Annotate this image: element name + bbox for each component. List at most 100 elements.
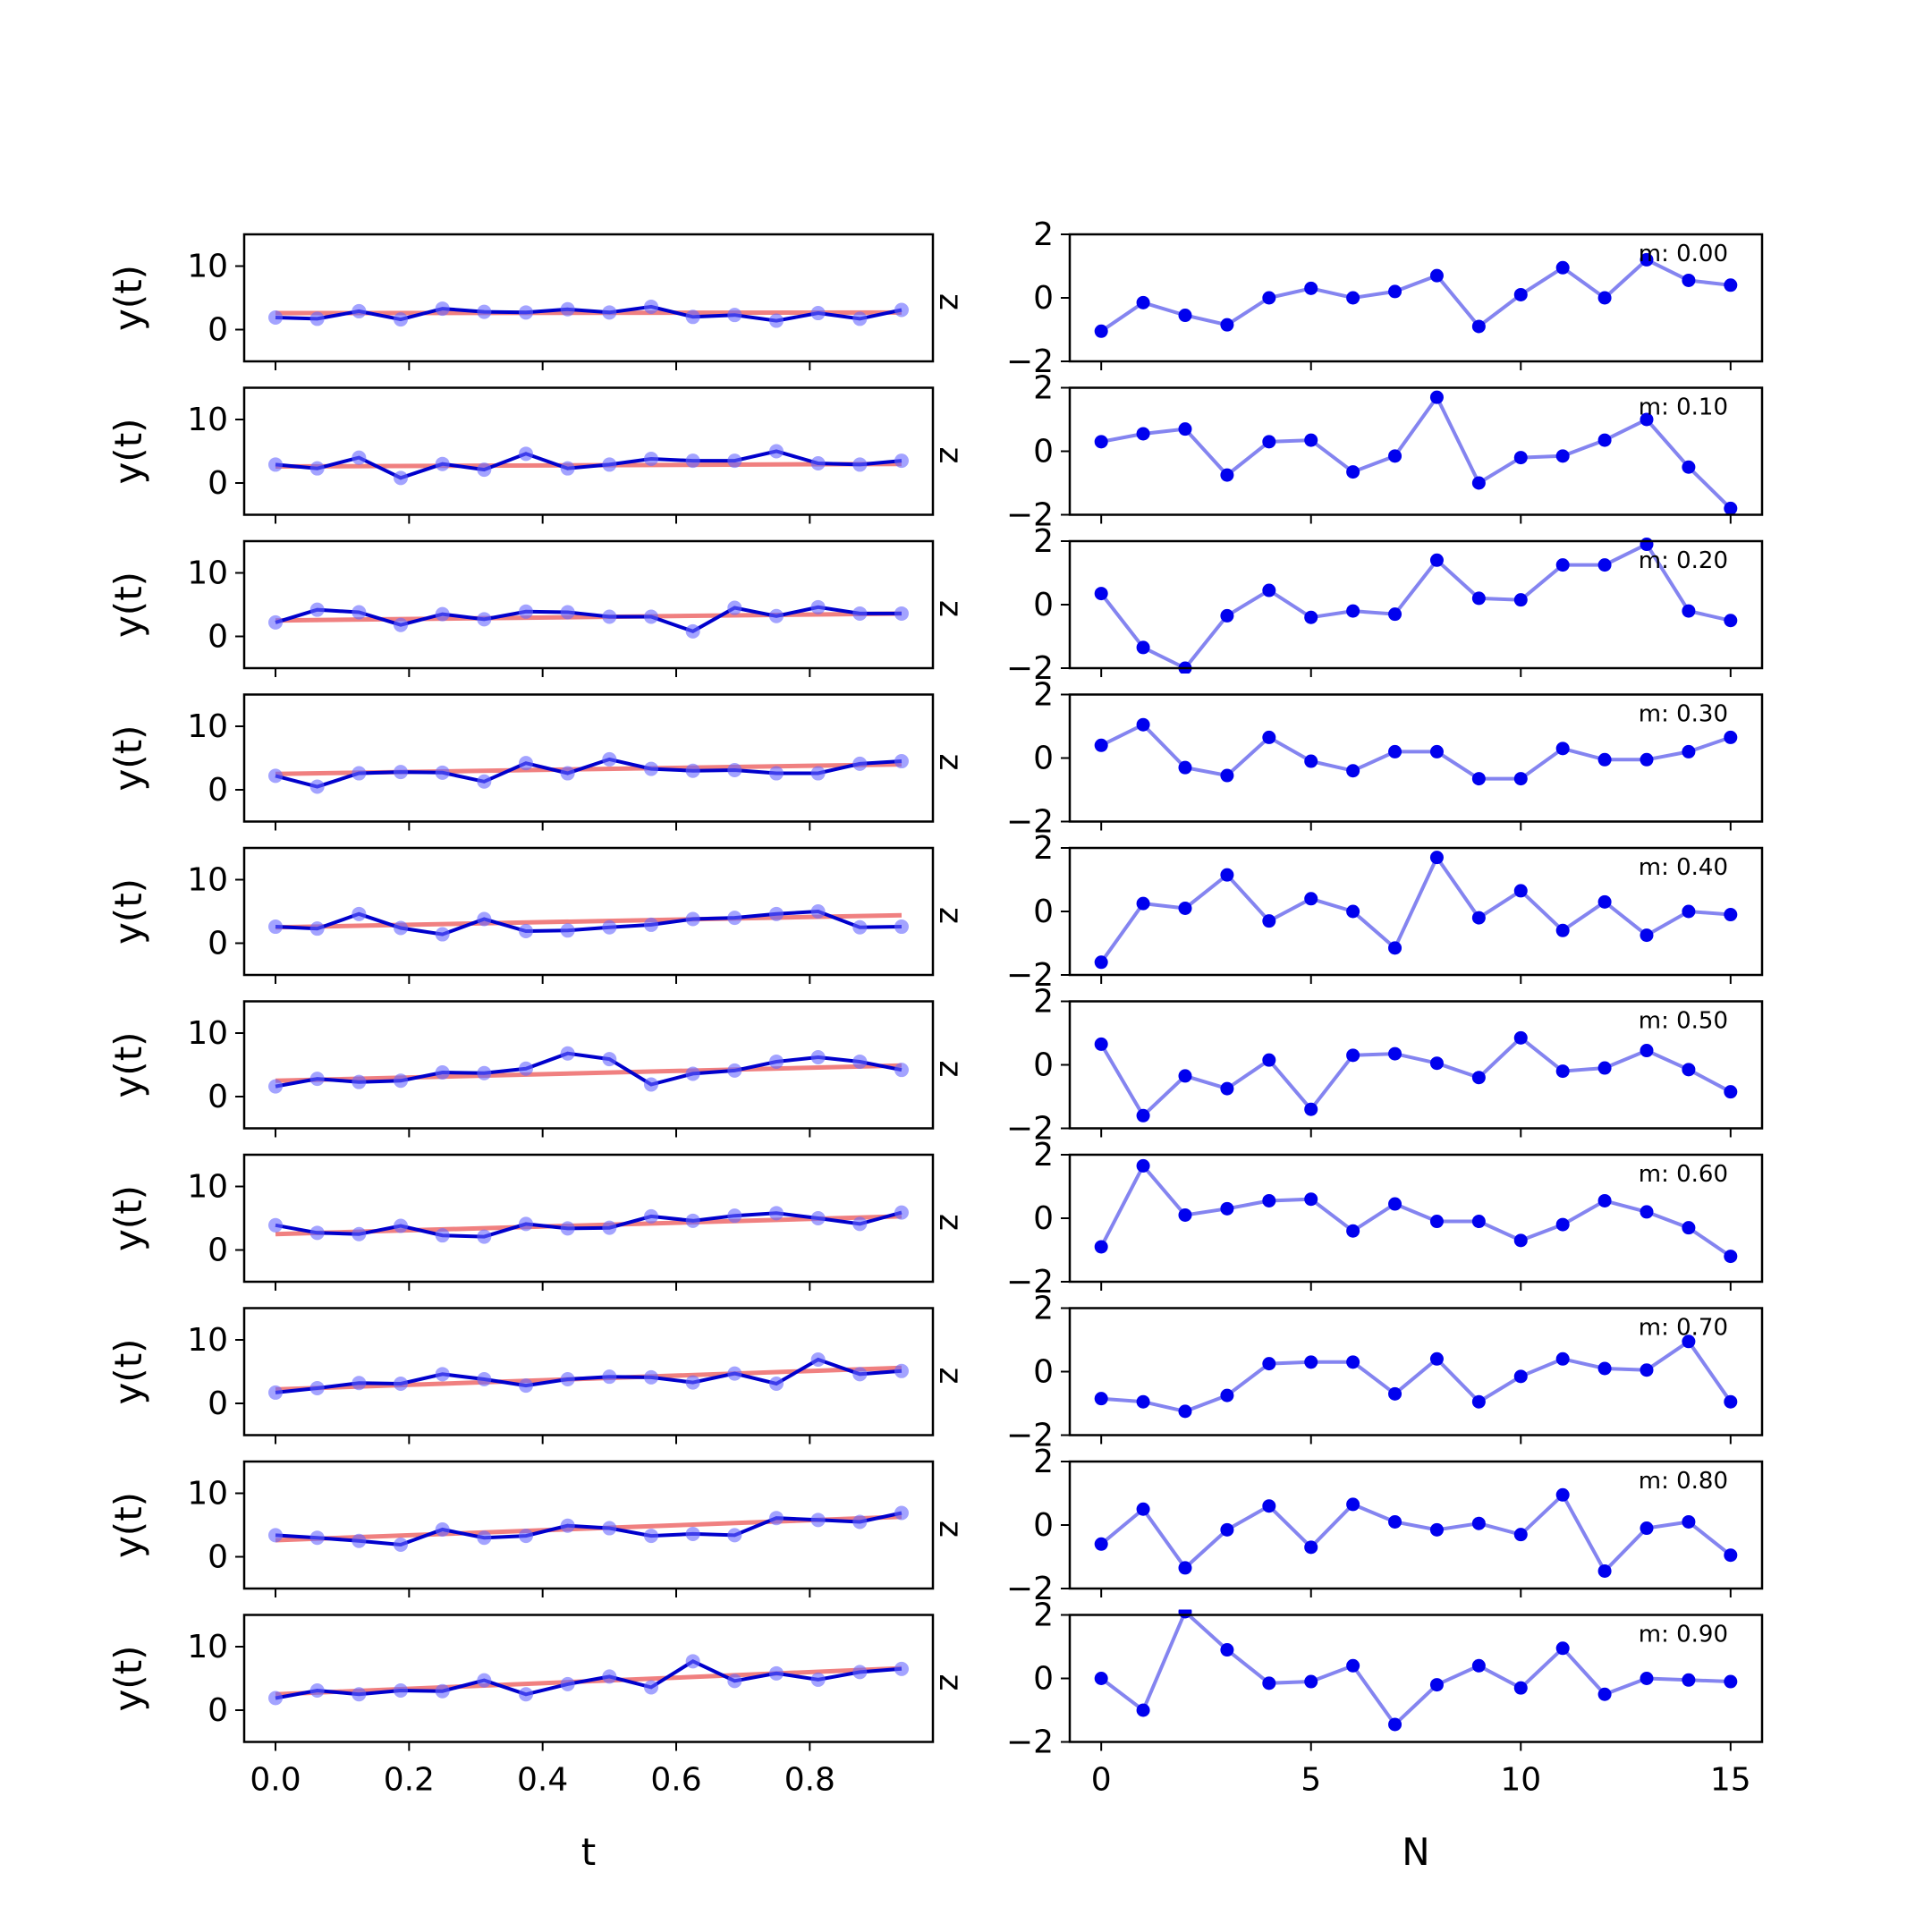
right-plot-6 xyxy=(1094,1158,1738,1264)
left-y-tick-label-8-0: 0 xyxy=(208,1539,228,1576)
data-point-8-6 xyxy=(519,1529,534,1544)
data-point-2-12 xyxy=(768,608,784,623)
data-line-6 xyxy=(275,1210,902,1239)
left-y-tick-label-0-0: 0 xyxy=(208,312,228,349)
data-point-8-3 xyxy=(394,1538,409,1553)
data-point-2-14 xyxy=(852,606,868,621)
right-y-tick-label-4-2: 2 xyxy=(1033,830,1054,867)
data-point-8-9 xyxy=(643,1529,658,1544)
data-point-0-14 xyxy=(852,311,868,326)
residual-point-9-12 xyxy=(1597,1687,1612,1701)
data-point-7-14 xyxy=(852,1367,868,1382)
residual-line-2 xyxy=(1099,541,1732,671)
right-y-tick-label-8-0: −2 xyxy=(1006,1571,1054,1607)
left-edge-glyph-5: z xyxy=(932,1061,969,1078)
residual-point-2-14 xyxy=(1682,604,1696,618)
residual-point-9-6 xyxy=(1346,1658,1360,1673)
right-y-tick-label-9-0: −2 xyxy=(1006,1724,1054,1761)
data-point-6-13 xyxy=(810,1211,826,1225)
data-point-1-2 xyxy=(352,450,367,465)
data-point-4-0 xyxy=(268,919,284,935)
residual-point-1-9 xyxy=(1471,476,1486,490)
right-frame-1 xyxy=(1068,386,1764,516)
data-point-9-13 xyxy=(810,1672,826,1687)
residual-point-5-7 xyxy=(1388,1046,1402,1061)
data-point-6-11 xyxy=(727,1208,742,1224)
slope-annotation-0: m: 0.00 xyxy=(1639,241,1728,267)
data-line-7 xyxy=(275,1357,902,1394)
left-y-tick-label-3-1: 10 xyxy=(187,708,228,745)
left-y-tick-label-8-1: 10 xyxy=(187,1476,228,1513)
data-point-8-7 xyxy=(560,1518,575,1533)
left-frame-1 xyxy=(242,386,935,516)
right-frame-2 xyxy=(1068,539,1764,670)
data-line-0 xyxy=(275,304,902,323)
data-point-3-9 xyxy=(643,761,658,776)
data-point-0-8 xyxy=(602,305,617,320)
data-point-5-6 xyxy=(519,1061,534,1076)
fit-line-0 xyxy=(275,309,902,316)
left-plot-6 xyxy=(268,1205,909,1244)
left-panel-2: 0 10 y(t) z xyxy=(106,539,969,677)
data-point-7-15 xyxy=(894,1363,909,1378)
residual-point-9-3 xyxy=(1220,1643,1234,1657)
residual-point-8-1 xyxy=(1136,1502,1150,1516)
right-plot-1 xyxy=(1094,390,1738,515)
residual-point-4-0 xyxy=(1094,955,1108,970)
data-point-1-4 xyxy=(435,456,450,471)
residual-point-2-3 xyxy=(1220,608,1234,623)
left-plot-8 xyxy=(268,1505,909,1553)
residual-point-1-1 xyxy=(1136,427,1150,441)
left-plot-1 xyxy=(268,444,909,486)
left-edge-glyph-9: z xyxy=(932,1674,969,1691)
residual-point-8-15 xyxy=(1724,1548,1738,1563)
residual-point-6-1 xyxy=(1136,1158,1150,1173)
data-point-4-13 xyxy=(810,904,826,919)
data-point-0-7 xyxy=(560,301,575,317)
residual-point-4-13 xyxy=(1640,928,1654,943)
data-point-9-2 xyxy=(352,1687,367,1702)
data-point-0-13 xyxy=(810,306,826,321)
data-point-9-15 xyxy=(894,1661,909,1676)
left-y-axis-label-0: y(t) xyxy=(106,265,150,331)
residual-line-4 xyxy=(1099,853,1731,963)
left-y-tick-label-9-1: 10 xyxy=(187,1629,228,1665)
residual-point-4-2 xyxy=(1178,901,1192,915)
residual-point-8-8 xyxy=(1429,1522,1444,1537)
residual-point-2-8 xyxy=(1429,553,1444,567)
residual-point-2-1 xyxy=(1136,640,1150,655)
data-point-8-12 xyxy=(768,1511,784,1526)
data-point-3-1 xyxy=(309,779,325,794)
left-y-axis-label-6: y(t) xyxy=(106,1185,150,1251)
residual-point-8-2 xyxy=(1178,1561,1192,1575)
residual-point-6-14 xyxy=(1682,1221,1696,1235)
residual-point-7-11 xyxy=(1555,1352,1570,1366)
residual-point-1-11 xyxy=(1555,449,1570,463)
residual-point-1-14 xyxy=(1682,460,1696,474)
residual-point-0-7 xyxy=(1388,284,1402,299)
left-plot-3 xyxy=(268,751,909,794)
data-point-7-4 xyxy=(435,1367,450,1382)
right-y-tick-label-3-2: 2 xyxy=(1033,677,1054,714)
residual-point-1-7 xyxy=(1388,449,1402,463)
right-plot-5 xyxy=(1094,1030,1738,1123)
residual-point-4-11 xyxy=(1555,923,1570,937)
residual-point-9-15 xyxy=(1724,1674,1738,1689)
data-line-8 xyxy=(275,1511,902,1547)
data-point-1-12 xyxy=(768,444,784,459)
residual-point-1-5 xyxy=(1304,433,1318,447)
data-point-6-10 xyxy=(685,1213,700,1228)
left-edge-glyph-3: z xyxy=(932,754,969,771)
residual-point-0-15 xyxy=(1724,278,1738,292)
residual-point-7-14 xyxy=(1682,1335,1696,1349)
right-y-tick-label-8-1: 0 xyxy=(1033,1507,1054,1544)
residual-point-4-9 xyxy=(1471,911,1486,925)
left-frame-3 xyxy=(242,693,935,823)
data-point-4-6 xyxy=(519,924,534,939)
left-y-axis-label-8: y(t) xyxy=(106,1492,150,1558)
residual-point-7-0 xyxy=(1094,1392,1108,1406)
residual-point-7-1 xyxy=(1136,1394,1150,1409)
left-frame-5 xyxy=(242,1000,935,1130)
left-x-tick-label-2: 0.4 xyxy=(517,1762,568,1799)
data-point-0-1 xyxy=(309,311,325,326)
